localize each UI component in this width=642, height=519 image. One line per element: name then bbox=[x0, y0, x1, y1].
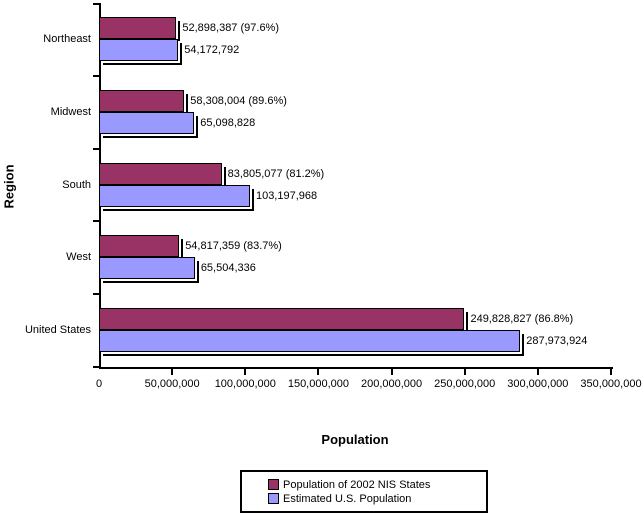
category-group: United States 249,828,827 (86.8%) 287,973,… bbox=[25, 294, 611, 367]
category-label: Northeast bbox=[43, 33, 91, 45]
x-axis-tick-label: 200,000,000 bbox=[360, 378, 423, 390]
legend-label: Estimated U.S. Population bbox=[283, 492, 412, 505]
y-axis-tick bbox=[93, 366, 101, 368]
x-axis-tick bbox=[244, 367, 247, 375]
x-axis-tick bbox=[536, 367, 539, 375]
bar-value-label: 83,805,077 (81.2%) bbox=[227, 167, 325, 180]
x-axis-tick bbox=[610, 367, 612, 375]
x-axis-tick-label: 0 bbox=[95, 378, 103, 390]
category-group: South 83,805,077 (81.2%) 103,197,968 bbox=[62, 149, 611, 222]
x-axis-tick bbox=[317, 367, 320, 375]
y-axis-tick bbox=[93, 147, 101, 150]
bar-value-label: 54,817,359 (83.7%) bbox=[185, 240, 282, 253]
category-label: United States bbox=[24, 324, 91, 337]
bar-nis-states bbox=[99, 17, 177, 39]
bar-value-label: 103,197,968 bbox=[255, 189, 318, 202]
x-axis-tick-label: 100,000,000 bbox=[214, 378, 276, 390]
category-label: South bbox=[62, 178, 91, 191]
category-group: Midwest 58,308,004 (89.6%) 65,098,828 bbox=[51, 76, 611, 149]
legend-item: Estimated U.S. Population bbox=[268, 493, 486, 505]
bar-value-label: 54,172,792 bbox=[184, 44, 240, 56]
bar-us-population bbox=[99, 39, 179, 61]
legend-label: Population of 2002 NIS States bbox=[283, 478, 431, 491]
x-axis-line bbox=[99, 367, 613, 369]
nis-states-swatch-icon bbox=[268, 479, 279, 490]
x-axis-tick-label: 50,000,000 bbox=[144, 378, 200, 390]
y-axis-tick bbox=[93, 74, 101, 77]
bar-us-population bbox=[99, 330, 521, 353]
y-axis-tick bbox=[93, 293, 101, 296]
legend: Population of 2002 NIS States Estimated … bbox=[240, 470, 488, 513]
bar-us-population bbox=[99, 257, 195, 280]
bar-nis-states bbox=[99, 235, 180, 258]
bar-us-population bbox=[99, 184, 250, 207]
category-group: Northeast 52,898,387 (97.6%) 54,172,792 bbox=[43, 3, 611, 76]
bar-us-population bbox=[99, 111, 195, 134]
x-axis-tick bbox=[390, 367, 393, 375]
category-group: West 54,817,359 (83.7%) 65,504,336 bbox=[66, 221, 611, 294]
bar-value-label: 65,504,336 bbox=[200, 262, 256, 275]
bar-value-label: 58,308,004 (89.6%) bbox=[190, 94, 287, 107]
bar-value-label: 65,098,828 bbox=[200, 116, 256, 129]
bar-value-label: 287,973,924 bbox=[526, 335, 588, 348]
y-axis-tick bbox=[93, 3, 101, 5]
y-axis-tick bbox=[93, 220, 101, 223]
legend-item: Population of 2002 NIS States bbox=[268, 479, 486, 491]
bar-nis-states bbox=[99, 308, 465, 331]
x-axis-tick-label: 250,000,000 bbox=[434, 378, 496, 390]
bar-value-label: 249,828,827 (86.8%) bbox=[470, 313, 574, 326]
x-axis-tick-label: 150,000,000 bbox=[287, 378, 349, 390]
bar-nis-states bbox=[99, 162, 222, 185]
x-axis-tick-label: 350,000,000 bbox=[580, 378, 642, 390]
bar-value-label: 52,898,387 (97.6%) bbox=[182, 22, 280, 34]
x-axis-title: Population bbox=[321, 432, 389, 447]
category-label: West bbox=[66, 251, 91, 264]
x-axis-tick bbox=[171, 367, 174, 375]
category-label: Midwest bbox=[50, 105, 91, 118]
x-axis-tick-label: 300,000,000 bbox=[507, 378, 569, 390]
x-axis-tick bbox=[463, 367, 466, 375]
bar-nis-states bbox=[99, 89, 185, 112]
us-population-swatch-icon bbox=[268, 493, 279, 504]
plot-area: Northeast 52,898,387 (97.6%) 54,172,792 Mid… bbox=[25, 3, 642, 390]
